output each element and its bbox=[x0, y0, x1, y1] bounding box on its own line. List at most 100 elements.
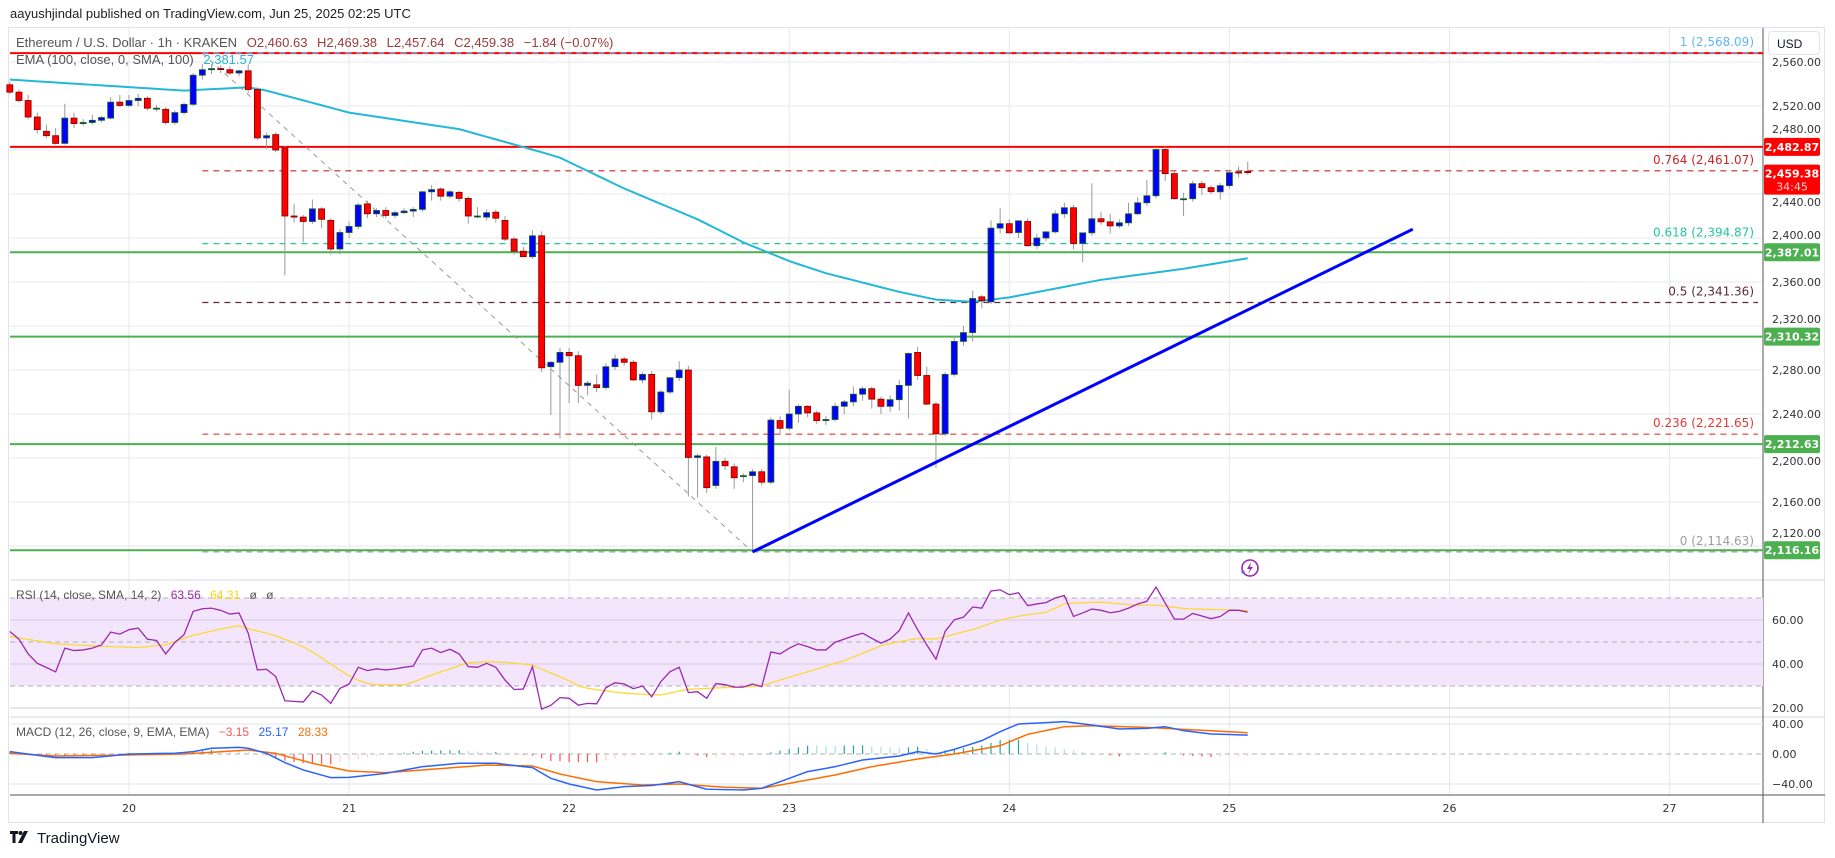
change-value: −1.84 (−0.07%) bbox=[523, 35, 614, 50]
candle-bullish bbox=[1180, 198, 1187, 201]
candle-bullish bbox=[345, 226, 353, 233]
candle-bearish bbox=[437, 188, 445, 197]
candle-bearish bbox=[6, 84, 14, 93]
candle-bullish bbox=[1134, 202, 1142, 215]
time-axis-label: 24 bbox=[1002, 802, 1016, 815]
time-axis-label: 25 bbox=[1222, 802, 1236, 815]
candle-bearish bbox=[776, 420, 784, 429]
time-axis-label: 26 bbox=[1442, 802, 1456, 815]
fib-level-label: 0 (2,114.63) bbox=[1680, 534, 1754, 548]
candle-bullish bbox=[1051, 213, 1059, 233]
candle-bearish bbox=[318, 208, 325, 220]
candle-bearish bbox=[1161, 149, 1169, 175]
candle-bearish bbox=[538, 235, 546, 369]
candle-bearish bbox=[565, 351, 573, 357]
candle-bullish bbox=[189, 74, 197, 105]
price-level-badge bbox=[1764, 243, 1820, 262]
currency-button[interactable]: USD bbox=[1768, 31, 1820, 55]
candle-bullish bbox=[1115, 222, 1123, 227]
candle-bearish bbox=[914, 351, 922, 376]
candle-bullish bbox=[584, 382, 591, 386]
candle-bearish bbox=[70, 117, 78, 124]
rsi-legend[interactable]: RSI (14, close, SMA, 14, 2) 63.56 64.31 … bbox=[16, 588, 280, 602]
chart-frame bbox=[8, 27, 1825, 823]
candle-bearish bbox=[1170, 173, 1178, 200]
price-level-badge-text: 2,310.32 bbox=[1765, 331, 1819, 344]
candle-bullish bbox=[263, 135, 270, 139]
low-value: L2,457.64 bbox=[386, 35, 445, 50]
price-level-badge-text: 2,482.87 bbox=[1765, 141, 1819, 154]
candle-bullish bbox=[941, 373, 949, 435]
candle-bearish bbox=[272, 134, 280, 151]
candle-bullish bbox=[180, 103, 188, 113]
candle-bullish bbox=[391, 212, 399, 216]
fib-level-label: 0.236 (2,221.65) bbox=[1653, 416, 1754, 430]
tradingview-logo[interactable]: TradingView bbox=[10, 830, 120, 847]
trendline[interactable] bbox=[751, 227, 1414, 554]
macd-value: 25.17 bbox=[258, 725, 289, 739]
price-axis-label: 2,440.00 bbox=[1772, 196, 1821, 209]
macd-axis-label: 0.00 bbox=[1772, 748, 1797, 761]
candle-bullish bbox=[547, 361, 555, 368]
tradingview-logo-mark bbox=[10, 830, 32, 847]
ema-100-line bbox=[9, 78, 1248, 303]
candle-bearish bbox=[15, 91, 23, 101]
price-level-badge bbox=[1764, 435, 1820, 454]
rsi-pane bbox=[9, 585, 1248, 710]
candle-bullish bbox=[1088, 218, 1096, 234]
ema-legend[interactable]: EMA (100, close, 0, SMA, 100) 2,381.57 bbox=[16, 52, 260, 67]
candle-bearish bbox=[290, 215, 298, 218]
ema-label: EMA (100, close, 0, SMA, 100) bbox=[16, 52, 194, 67]
publish-info: aayushjindal published on TradingView.co… bbox=[10, 6, 411, 21]
rsi-line bbox=[9, 585, 1248, 710]
close-value: C2,459.38 bbox=[454, 35, 515, 50]
price-level-badge bbox=[1764, 137, 1820, 156]
candle-bearish bbox=[52, 135, 60, 144]
candle-bullish bbox=[767, 419, 775, 483]
candle-bullish bbox=[474, 215, 481, 218]
candle-bearish bbox=[510, 238, 518, 252]
fib-trend-line bbox=[202, 52, 753, 553]
candle-bearish bbox=[519, 250, 527, 258]
price-axis-label: 2,200.00 bbox=[1772, 455, 1821, 468]
candle-bullish bbox=[61, 117, 69, 144]
candle-bullish bbox=[840, 401, 848, 407]
candle-bullish bbox=[960, 332, 967, 342]
symbol-name[interactable]: Ethereum / U.S. Dollar · 1h · KRAKEN bbox=[16, 35, 238, 50]
candle-bullish bbox=[125, 100, 133, 106]
candle-bearish bbox=[464, 197, 472, 217]
candle-bullish bbox=[1143, 195, 1151, 204]
price-axis-label: 2,400.00 bbox=[1772, 229, 1821, 242]
candle-bullish bbox=[1079, 232, 1087, 244]
candle-bearish bbox=[1235, 171, 1242, 174]
price-axis-label: 2,520.00 bbox=[1772, 100, 1821, 113]
open-value: O2,460.63 bbox=[246, 35, 308, 50]
candle-bullish bbox=[1125, 213, 1132, 224]
candle-bearish bbox=[703, 456, 711, 489]
macd-axis-label: 40.00 bbox=[1772, 718, 1804, 731]
candle-bullish bbox=[822, 419, 830, 422]
candle-bullish bbox=[666, 377, 674, 393]
macd-legend[interactable]: MACD (12, 26, close, 9, EMA, EMA) −3.15 … bbox=[16, 725, 334, 739]
price-axis-label: 2,360.00 bbox=[1772, 276, 1821, 289]
price-axis-label: 2,160.00 bbox=[1772, 496, 1821, 509]
candle-bullish bbox=[153, 107, 160, 110]
fibonacci-retracement[interactable]: 1 (2,568.09) 0.764 (2,461.07) 0.618 (2,394… bbox=[202, 35, 1758, 553]
horizontal-levels[interactable] bbox=[10, 52, 1763, 552]
rsi-extra-2: ø bbox=[266, 588, 274, 602]
candle-bearish bbox=[629, 361, 637, 381]
candle-bullish bbox=[88, 119, 96, 123]
candle-bearish bbox=[299, 216, 307, 222]
candle-bearish bbox=[162, 108, 170, 123]
lightning-icon[interactable] bbox=[1238, 557, 1260, 579]
candle-bullish bbox=[996, 223, 1004, 229]
candle-bullish bbox=[639, 373, 646, 381]
candle-bearish bbox=[364, 203, 371, 215]
rsi-axis-label: 40.00 bbox=[1772, 658, 1804, 671]
current-price-badge bbox=[1764, 164, 1820, 195]
price-level-badge-text: 2,116.16 bbox=[1765, 544, 1820, 557]
candle-bearish bbox=[813, 412, 821, 421]
candle-bearish bbox=[226, 69, 234, 74]
rsi-axis-label: 60.00 bbox=[1772, 614, 1804, 627]
